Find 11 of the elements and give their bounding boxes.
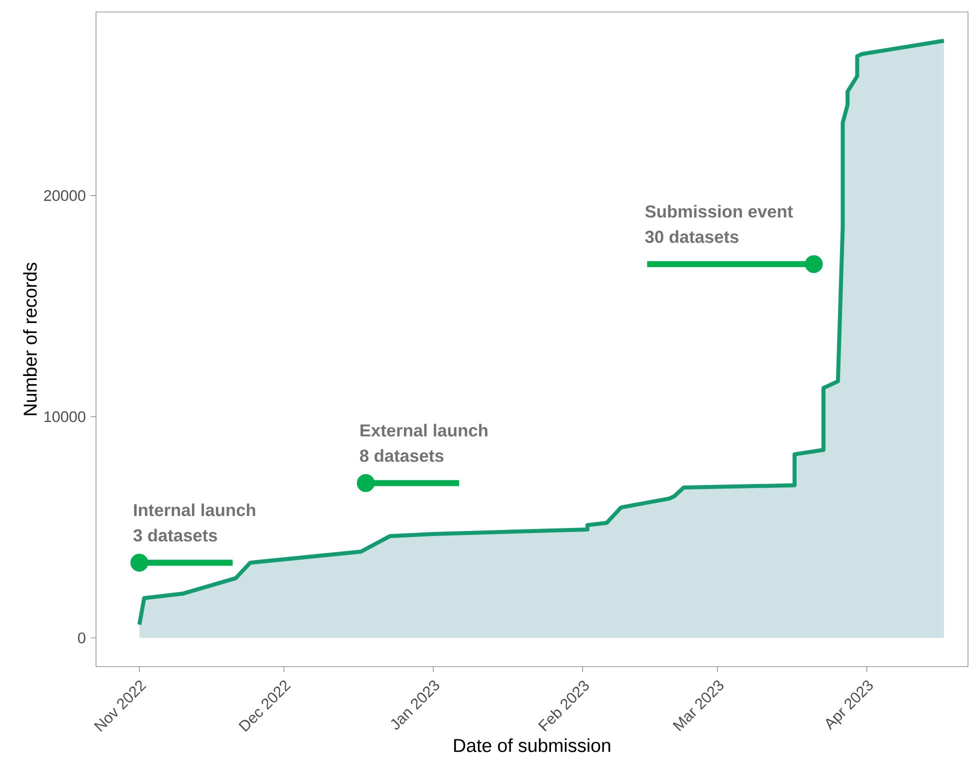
annotation: 3 datasets: [133, 528, 218, 542]
annotation: Internal launch: [134, 503, 256, 516]
annotation: External launch: [360, 424, 488, 437]
y-tick-label: 10000: [44, 411, 86, 422]
annotation: 30 datasets: [645, 230, 738, 243]
y-axis-title: Number of records: [23, 262, 37, 416]
y-tick-label: 0: [78, 632, 86, 644]
x-axis-title: Date of submission: [454, 738, 610, 752]
annotation: 8 datasets: [360, 449, 444, 462]
y-tick-label: 20000: [44, 190, 86, 201]
annotation: Submission event: [645, 204, 793, 218]
